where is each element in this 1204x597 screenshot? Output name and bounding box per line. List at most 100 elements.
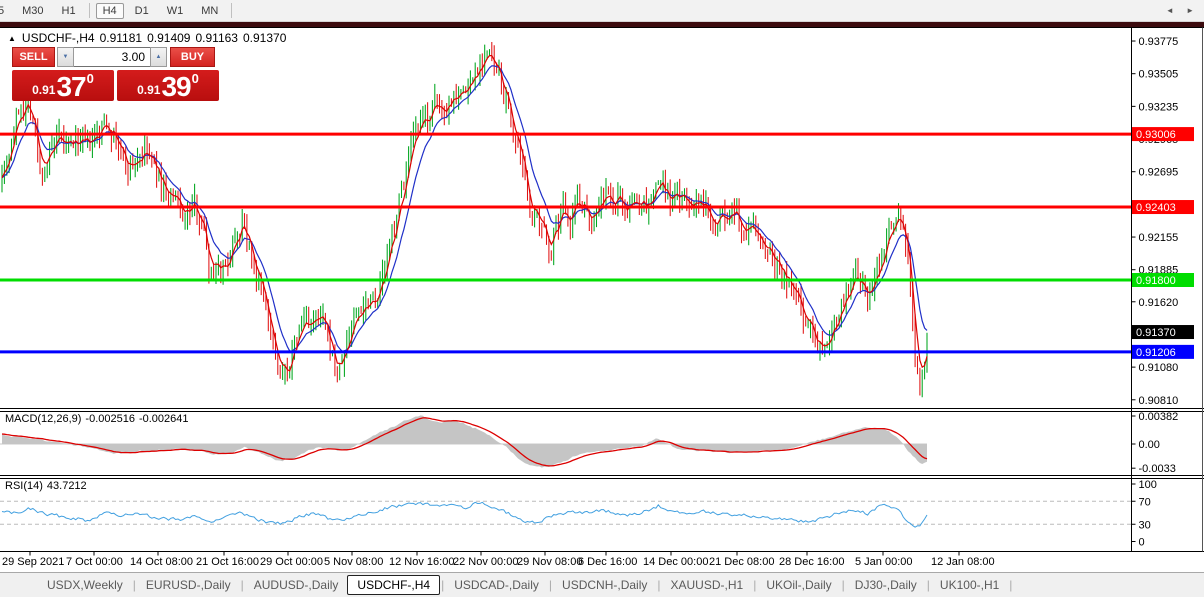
svg-text:-0.0033: -0.0033 [1139, 463, 1176, 475]
timeframe-button-w1[interactable]: W1 [166, 4, 184, 17]
macd-signal-line [1, 417, 928, 467]
macd-main-value: -0.002516 [85, 413, 135, 425]
ohlc-low: 0.91163 [195, 31, 238, 45]
volume-decrease-button[interactable]: ▼ [57, 47, 74, 67]
time-axis: 29 Sep 2021 7 Oct 00:00 14 Oct 08:00 21 Oct… [2, 551, 995, 568]
toolbar-separator [231, 3, 233, 18]
chart-tab-usdcnh-daily[interactable]: USDCNH-,Daily [562, 578, 648, 592]
ohlc-high: 0.91409 [147, 31, 191, 45]
rsi-value: 43.7212 [46, 480, 87, 492]
rsi-indicator-label: RSI(14) 43.7212 [5, 480, 91, 492]
ma-slow-line [1, 65, 928, 352]
svg-text:7 Oct 00:00: 7 Oct 00:00 [66, 556, 123, 568]
sell-button[interactable]: SELL [12, 47, 55, 67]
collapse-trade-panel-icon[interactable]: ▲ [8, 33, 16, 43]
tab-separator: | [441, 578, 445, 592]
toolbar-separator [88, 3, 90, 18]
svg-text:21 Oct 16:00: 21 Oct 16:00 [196, 556, 259, 568]
svg-text:0.91206: 0.91206 [1136, 347, 1176, 359]
chart-tab-bar: USDX,Weekly | EURUSD-,Daily | AUDUSD-,Daily U… [0, 572, 1204, 597]
tab-separator: | [926, 578, 930, 592]
chart-tab-eurusd-daily[interactable]: EURUSD-,Daily [145, 578, 231, 592]
svg-text:70: 70 [1139, 496, 1151, 508]
timeframe-button-d1[interactable]: D1 [134, 4, 149, 17]
svg-text:0.92695: 0.92695 [1139, 167, 1179, 179]
tab-separator: | [1009, 578, 1013, 592]
svg-text:0.92403: 0.92403 [1136, 202, 1176, 214]
svg-text:0.91800: 0.91800 [1136, 275, 1176, 287]
svg-text:0.92155: 0.92155 [1139, 232, 1179, 244]
svg-text:0.91080: 0.91080 [1139, 362, 1179, 374]
price-level-labels: 0.93006 0.92403 0.91800 0.91370 0.91206 [1132, 127, 1194, 359]
svg-text:0: 0 [1139, 537, 1145, 549]
svg-text:0.93006: 0.93006 [1136, 129, 1176, 141]
svg-text:12 Nov 16:00: 12 Nov 16:00 [389, 556, 454, 568]
svg-text:22 Nov 00:00: 22 Nov 00:00 [453, 556, 518, 568]
svg-text:0.91370: 0.91370 [1136, 327, 1176, 339]
svg-text:0.00382: 0.00382 [1139, 411, 1179, 423]
chart-ohlc-header: ▲ USDCHF-,H4 0.91181 0.91409 0.91163 0.9… [8, 31, 291, 45]
buy-button[interactable]: BUY [170, 47, 215, 67]
timeframe-button-5[interactable]: 5 [0, 4, 5, 17]
chart-tab-usdx-weekly[interactable]: USDX,Weekly [47, 578, 123, 592]
svg-text:29 Sep 2021: 29 Sep 2021 [2, 556, 64, 568]
macd-histogram [2, 415, 927, 468]
timeframe-button-h4[interactable]: H4 [95, 2, 124, 19]
window-separator [0, 22, 1204, 27]
chart-tab-usdchf-h4[interactable]: USDCHF-,H4 [347, 575, 441, 595]
buy-price-big-digits: 39 [161, 71, 191, 102]
chart-symbol-label: USDCHF-,H4 [21, 31, 95, 45]
svg-text:0.93235: 0.93235 [1139, 101, 1179, 113]
spin-down-icon: ▼ [62, 54, 69, 60]
chart-tab-xauusd-h1[interactable]: XAUUSD-,H1 [670, 578, 744, 592]
chart-tab-audusd-daily[interactable]: AUDUSD-,Daily [253, 578, 339, 592]
svg-text:0.91620: 0.91620 [1139, 297, 1179, 309]
tab-separator: | [548, 578, 553, 592]
svg-text:5 Jan 00:00: 5 Jan 00:00 [855, 556, 913, 568]
svg-text:12 Jan 08:00: 12 Jan 08:00 [931, 556, 995, 568]
tab-scroll-arrows: ◄ ► [1156, 6, 1194, 15]
chart-tab-ukoil-daily[interactable]: UKOil-,Daily [766, 578, 832, 592]
sell-price-big-digits: 37 [56, 71, 86, 102]
chart-tab-uk100-h1[interactable]: UK100-,H1 [939, 578, 1000, 592]
chart-canvas[interactable]: 0.937750.935050.932350.929650.926950.921… [0, 27, 1204, 572]
svg-text:5 Nov 08:00: 5 Nov 08:00 [324, 556, 383, 568]
tab-separator: | [240, 578, 244, 592]
svg-text:29 Oct 00:00: 29 Oct 00:00 [260, 556, 323, 568]
ohlc-close: 0.91370 [242, 31, 287, 45]
volume-increase-button[interactable]: ▲ [150, 47, 167, 67]
buy-price-pipette: 0 [191, 71, 199, 86]
svg-text:28 Dec 16:00: 28 Dec 16:00 [779, 556, 844, 568]
svg-text:21 Dec 08:00: 21 Dec 08:00 [709, 556, 774, 568]
svg-text:0.93775: 0.93775 [1139, 36, 1179, 48]
tab-separator: | [132, 578, 136, 592]
svg-text:0.90810: 0.90810 [1139, 395, 1179, 407]
spin-up-icon: ▲ [155, 54, 162, 60]
ma-fast-line [1, 54, 928, 372]
svg-text:100: 100 [1139, 479, 1157, 491]
tab-scroll-right-icon[interactable]: ► [1186, 6, 1194, 15]
timeframe-button-m30[interactable]: M30 [22, 4, 44, 17]
svg-text:30: 30 [1139, 519, 1151, 531]
timeframe-button-h1[interactable]: H1 [61, 4, 76, 17]
timeframe-toolbar: 5 M30 H1 H4 D1 W1 MN [0, 0, 1204, 22]
svg-text:14 Oct 08:00: 14 Oct 08:00 [130, 556, 193, 568]
macd-pane [1, 415, 928, 468]
volume-input[interactable] [74, 47, 150, 67]
buy-price-button[interactable]: 0.91 39 0 [117, 70, 219, 101]
one-click-trade-panel: SELL ▼ ▲ BUY 0.91 37 0 0.91 39 0 [12, 47, 222, 101]
macd-name: MACD(12,26,9) [5, 413, 82, 425]
horizontal-level-lines [0, 132, 1132, 354]
pane-borders [0, 27, 1204, 552]
sell-price-button[interactable]: 0.91 37 0 [12, 70, 114, 101]
tab-separator: | [657, 578, 661, 592]
macd-signal-value: -0.002641 [138, 413, 189, 425]
svg-text:6 Dec 16:00: 6 Dec 16:00 [578, 556, 637, 568]
rsi-name: RSI(14) [5, 480, 43, 492]
chart-tab-usdcad-daily[interactable]: USDCAD-,Daily [454, 578, 539, 592]
timeframe-button-mn[interactable]: MN [201, 4, 219, 17]
tab-scroll-left-icon[interactable]: ◄ [1165, 6, 1174, 15]
rsi-line [1, 501, 928, 528]
chart-tab-dj30-daily[interactable]: DJ30-,Daily [854, 578, 917, 592]
